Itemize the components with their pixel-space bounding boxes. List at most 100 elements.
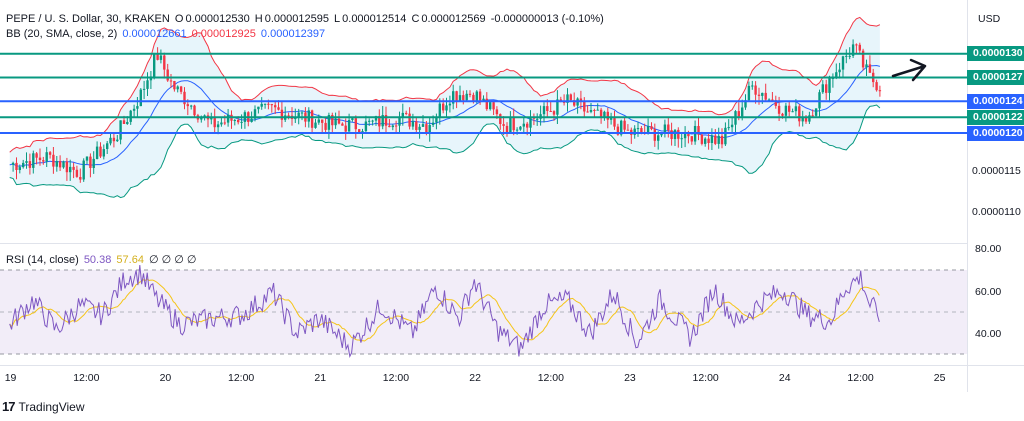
candle-body bbox=[280, 109, 284, 120]
candle-body bbox=[253, 109, 257, 119]
candle-body bbox=[593, 110, 596, 111]
rsi-pane[interactable] bbox=[0, 265, 967, 358]
level-tag: 0.0000122 bbox=[967, 109, 1024, 125]
candle-body bbox=[297, 112, 300, 117]
tradingview-logo-icon: 17 bbox=[2, 399, 16, 414]
candle-body bbox=[495, 109, 499, 115]
candle-body bbox=[391, 125, 394, 128]
candle-body bbox=[509, 117, 512, 132]
candle-body bbox=[700, 134, 704, 144]
candle-body bbox=[226, 114, 230, 123]
candle-body bbox=[673, 129, 677, 139]
time-axis-label: 12:00 bbox=[73, 372, 100, 384]
candle-body bbox=[405, 112, 408, 114]
candle-body bbox=[767, 99, 771, 101]
candle-body bbox=[462, 95, 465, 101]
candle-body bbox=[670, 130, 673, 139]
candle-body bbox=[287, 115, 290, 117]
high-value: 0.000012595 bbox=[264, 13, 329, 25]
bb-label[interactable]: BB (20, SMA, close, 2) bbox=[6, 28, 118, 40]
candle-body bbox=[502, 124, 505, 126]
price-pane[interactable] bbox=[0, 16, 967, 199]
candle-body bbox=[583, 101, 586, 112]
candle-body bbox=[586, 111, 589, 113]
candle-body bbox=[354, 118, 357, 130]
candle-body bbox=[663, 124, 667, 134]
currency-label[interactable]: USD bbox=[978, 13, 1001, 25]
candle-body bbox=[868, 64, 872, 73]
candle-body bbox=[660, 133, 663, 136]
candle-body bbox=[526, 123, 529, 128]
candle-body bbox=[25, 161, 28, 163]
time-axis-label: 12:00 bbox=[537, 372, 564, 384]
time-axis-label: 23 bbox=[624, 372, 636, 384]
candle-body bbox=[65, 161, 69, 173]
candle-body bbox=[35, 153, 38, 158]
candle-body bbox=[569, 94, 572, 101]
time-axis-label: 25 bbox=[933, 372, 946, 384]
candle-body bbox=[398, 117, 401, 126]
tradingview-logo[interactable]: 17 TradingView bbox=[2, 399, 85, 414]
candle-body bbox=[274, 105, 277, 108]
candle-body bbox=[418, 126, 421, 130]
candle-body bbox=[646, 126, 650, 134]
candle-body bbox=[223, 122, 226, 124]
level-tag: 0.0000120 bbox=[967, 125, 1024, 141]
candle-body bbox=[438, 103, 441, 117]
rsi-ma-line bbox=[9, 278, 880, 342]
candle-body bbox=[415, 121, 418, 130]
time-axis-label: 21 bbox=[314, 372, 327, 384]
candle-body bbox=[378, 116, 381, 127]
price-axis-label: 0.0000115 bbox=[972, 165, 1021, 177]
rsi-axis-label: 60.00 bbox=[975, 286, 1002, 298]
time-axis-label: 12:00 bbox=[847, 372, 874, 384]
time-axis-label: 12:00 bbox=[382, 372, 410, 384]
candle-body bbox=[203, 115, 206, 117]
rsi-label[interactable]: RSI (14, close) bbox=[6, 254, 79, 266]
candle-body bbox=[542, 106, 546, 115]
candle-body bbox=[136, 106, 139, 109]
candle-body bbox=[744, 100, 747, 108]
candle-body bbox=[761, 92, 764, 96]
candle-body bbox=[861, 50, 865, 68]
candle-body bbox=[505, 125, 509, 132]
candle-body bbox=[875, 82, 878, 91]
candle-body bbox=[190, 105, 193, 107]
candle-body bbox=[179, 86, 183, 92]
candle-body bbox=[126, 122, 129, 124]
candle-body bbox=[499, 114, 502, 124]
candle-body bbox=[327, 115, 331, 130]
symbol-title[interactable]: PEPE / U. S. Dollar, 30, KRAKEN bbox=[6, 13, 170, 25]
candle-body bbox=[613, 118, 616, 127]
brand-name: TradingView bbox=[18, 399, 85, 414]
candle-body bbox=[79, 177, 82, 180]
candle-body bbox=[727, 127, 730, 129]
candle-body bbox=[324, 122, 327, 130]
rsi-value: 50.38 bbox=[83, 254, 112, 266]
candle-body bbox=[307, 110, 310, 122]
candle-body bbox=[683, 132, 687, 139]
candle-body bbox=[845, 55, 848, 57]
candle-body bbox=[697, 126, 700, 135]
candle-body bbox=[764, 92, 767, 100]
bollinger-basis-line bbox=[9, 64, 881, 167]
candle-body bbox=[213, 117, 216, 128]
candle-body bbox=[421, 124, 425, 127]
candle-body bbox=[62, 161, 65, 168]
candle-body bbox=[818, 92, 821, 109]
candle-body bbox=[334, 118, 337, 126]
rsi-legend: RSI (14, close) 50.38 57.64 ∅ ∅ ∅ ∅ bbox=[6, 253, 199, 266]
candle-body bbox=[747, 85, 751, 101]
candle-body bbox=[428, 125, 431, 133]
candle-body bbox=[841, 56, 845, 70]
candle-body bbox=[210, 117, 213, 120]
candle-body bbox=[173, 81, 176, 90]
candle-body bbox=[85, 156, 89, 161]
candle-body bbox=[42, 160, 45, 162]
candle-body bbox=[163, 55, 166, 70]
candle-body bbox=[515, 129, 519, 131]
candle-body bbox=[717, 135, 720, 144]
candle-body bbox=[310, 110, 314, 128]
low-value: 0.000012514 bbox=[342, 13, 407, 25]
